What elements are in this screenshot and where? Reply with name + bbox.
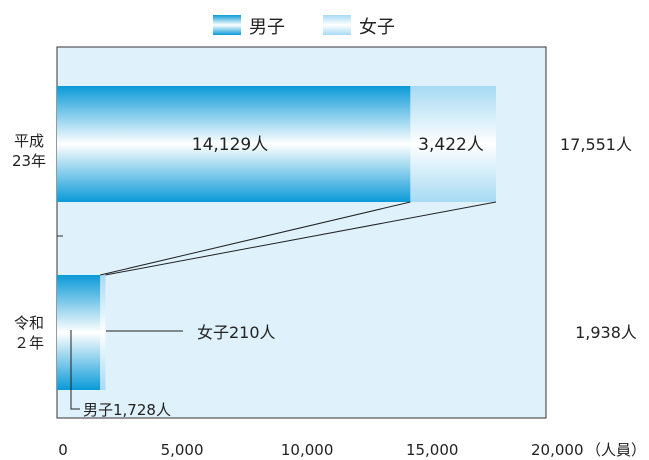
legend-swatch-female <box>323 15 351 35</box>
legend-label-female: 女子 <box>359 17 395 38</box>
label-male-reiwa2: 男子1,728人 <box>83 401 171 419</box>
x-tick-label: 10,000 <box>281 441 334 459</box>
label-female-heisei23: 3,422人 <box>418 135 484 155</box>
x-axis: 0 5,000 10,000 15,000 20,000 <box>58 441 583 459</box>
label-male-heisei23: 14,129人 <box>192 135 268 155</box>
x-tick-label: 20,000 <box>531 441 584 459</box>
connector-male-end <box>100 201 411 276</box>
x-tick-label: 15,000 <box>406 441 459 459</box>
bar-male-reiwa2 <box>57 275 101 390</box>
x-tick-label: 0 <box>58 441 68 459</box>
category-label-reiwa2-line2: ２年 <box>14 334 44 352</box>
bars <box>57 86 496 390</box>
legend-label-male: 男子 <box>249 17 285 38</box>
connector-lines <box>100 201 497 276</box>
x-axis-unit: （人員） <box>586 441 646 459</box>
label-female-reiwa2: 女子210人 <box>197 323 276 342</box>
bar-female-reiwa2 <box>100 275 106 390</box>
legend-swatch-male <box>213 15 241 35</box>
leader-male-reiwa2 <box>70 330 80 410</box>
category-label-heisei23-line1: 平成 <box>14 132 44 150</box>
connector-total-end <box>105 201 497 276</box>
category-label-heisei23-line2: 23年 <box>12 152 46 170</box>
bar-male-heisei23 <box>57 86 411 202</box>
bar-female-heisei23 <box>410 86 496 202</box>
label-total-reiwa2: 1,938人 <box>575 323 637 342</box>
label-total-heisei23: 17,551人 <box>560 135 632 154</box>
x-tick-label: 5,000 <box>161 441 204 459</box>
category-label-reiwa2-line1: 令和 <box>14 314 44 332</box>
legend: 男子 女子 <box>213 15 395 38</box>
